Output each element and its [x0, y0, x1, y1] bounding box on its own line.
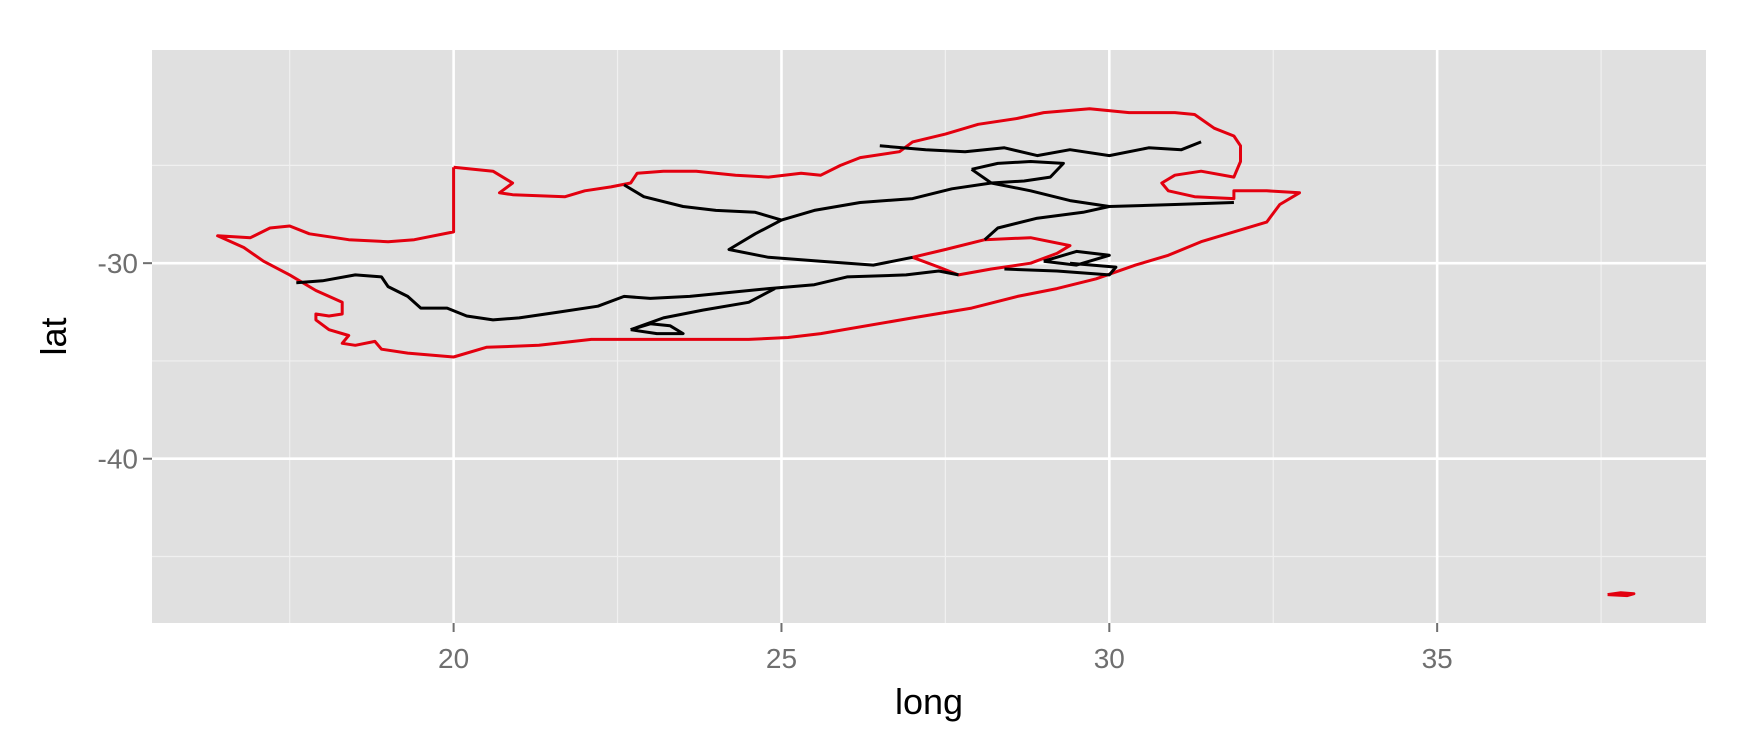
y-tick-label: -40: [98, 444, 138, 475]
x-tick-label: 30: [1094, 643, 1125, 674]
prince-edward-islands: [1607, 591, 1636, 598]
y-axis: -30 -40: [98, 248, 152, 475]
plot-panel: [152, 50, 1706, 623]
x-axis-title: long: [895, 681, 963, 722]
internal-border: [296, 269, 959, 322]
x-tick-label: 20: [438, 643, 469, 674]
x-tick-label: 25: [766, 643, 797, 674]
internal-border: [1043, 249, 1111, 267]
y-tick-label: -30: [98, 248, 138, 279]
country-outline: [216, 107, 1301, 359]
internal-border: [1004, 261, 1118, 277]
y-axis-title: lat: [33, 317, 74, 355]
x-tick-label: 35: [1422, 643, 1453, 674]
internal-border: [970, 160, 1065, 185]
x-axis: 20 25 30 35: [438, 623, 1453, 674]
internal-border: [630, 287, 776, 332]
map-outlines: [216, 107, 1636, 598]
internal-border: [983, 205, 1110, 241]
minor-gridlines: [152, 50, 1706, 623]
internal-border: [623, 183, 913, 267]
internal-border: [879, 140, 1202, 158]
